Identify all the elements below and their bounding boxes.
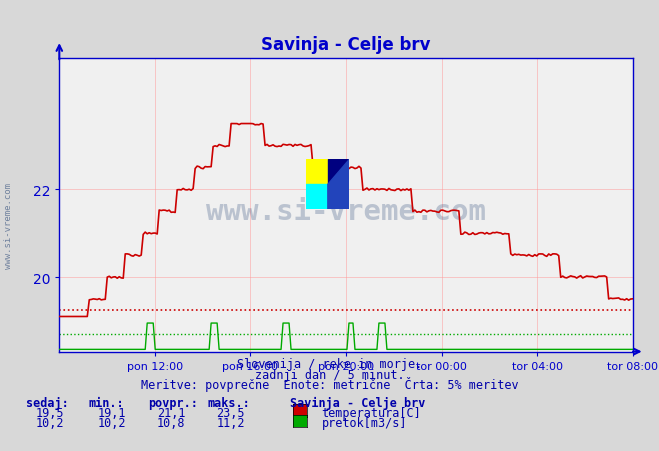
Text: 10,2: 10,2 [35,416,64,429]
Text: pretok[m3/s]: pretok[m3/s] [322,416,407,429]
Text: temperatura[C]: temperatura[C] [322,406,421,419]
Text: Meritve: povprečne  Enote: metrične  Črta: 5% meritev: Meritve: povprečne Enote: metrične Črta:… [140,376,519,391]
Text: Savinja - Celje brv: Savinja - Celje brv [290,396,425,409]
Text: www.si-vreme.com: www.si-vreme.com [206,197,486,225]
Text: zadnji dan / 5 minut.: zadnji dan / 5 minut. [254,368,405,381]
Text: 10,2: 10,2 [98,416,127,429]
Text: 21,1: 21,1 [157,406,186,419]
Text: sedaj:: sedaj: [26,396,69,409]
Text: povpr.:: povpr.: [148,396,198,409]
Text: Slovenija / reke in morje.: Slovenija / reke in morje. [237,358,422,371]
Text: 19,5: 19,5 [35,406,64,419]
Polygon shape [328,160,349,210]
Text: 11,2: 11,2 [216,416,245,429]
Text: 23,5: 23,5 [216,406,245,419]
Bar [306,185,328,210]
Text: maks.:: maks.: [208,396,250,409]
Text: 19,1: 19,1 [98,406,127,419]
Text: min.:: min.: [89,396,125,409]
Text: www.si-vreme.com: www.si-vreme.com [4,183,13,268]
Bar [306,160,328,185]
Bar [328,160,349,185]
Text: 10,8: 10,8 [157,416,186,429]
Title: Savinja - Celje brv: Savinja - Celje brv [261,37,431,54]
